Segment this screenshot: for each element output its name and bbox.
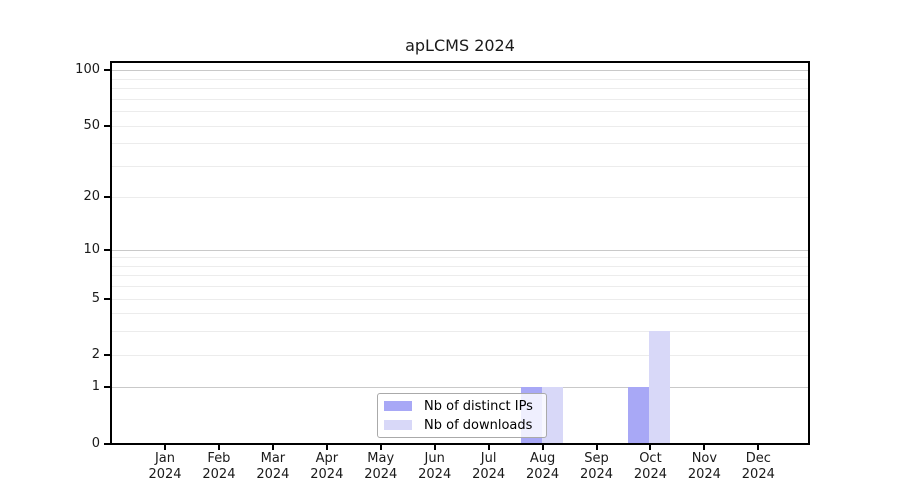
x-axis-tick [595,444,598,450]
x-axis-tick [703,444,706,450]
y-tick-label: 50 [83,117,100,133]
grid-line-minor [110,197,810,199]
legend-swatch-downloads [384,420,412,430]
grid-line-major [110,387,810,389]
y-axis-tick [104,297,110,300]
x-tick-label-jul: Jul 2024 [472,450,506,482]
x-tick-label-jun: Jun 2024 [418,450,452,482]
grid-line-minor [110,354,810,356]
grid-line-minor [110,88,810,90]
y-tick-label: 2 [91,346,100,362]
grid-line-minor [110,125,810,127]
y-tick-label: 0 [91,435,100,451]
legend-label-downloads: Nb of downloads [424,417,533,433]
x-axis-tick [757,444,760,450]
y-axis-tick [104,353,110,356]
x-tick-label-mar: Mar 2024 [256,450,290,482]
legend: Nb of distinct IPs Nb of downloads [377,393,547,438]
y-axis-tick [104,248,110,251]
x-tick-label-sep: Sep 2024 [579,450,614,482]
y-tick-label: 5 [91,290,100,306]
legend-row-downloads: Nb of downloads [384,417,540,433]
x-axis-tick [541,444,544,450]
grid-line-minor [110,298,810,300]
grid-line-minor [110,257,810,259]
y-axis-tick [104,386,110,389]
x-tick-label-jan: Jan 2024 [148,450,182,482]
x-tick-label-dec: Dec 2024 [741,450,775,482]
grid-line-minor [110,111,810,113]
x-tick-label-oct: Oct 2024 [633,450,667,482]
y-axis-tick [104,442,110,445]
x-axis-tick [487,444,490,450]
y-tick-label: 1 [91,379,100,395]
x-axis-tick [649,444,652,450]
y-tick-label: 100 [75,62,100,78]
grid-line-minor [110,143,810,145]
x-axis-tick [164,444,166,450]
grid-line-minor [110,78,810,80]
grid-line-minor [110,98,810,100]
x-axis-tick [325,444,328,450]
x-tick-label-nov: Nov 2024 [687,450,721,482]
y-axis-tick [104,124,110,127]
legend-row-distinct-ips: Nb of distinct IPs [384,398,540,414]
grid-line-major [110,70,810,72]
grid-line-minor [110,275,810,277]
legend-label-distinct-ips: Nb of distinct IPs [424,398,533,414]
y-tick-label: 10 [83,241,100,257]
x-tick-label-aug: Aug 2024 [526,450,560,482]
bar-distinct-ips [628,387,650,444]
grid-line-major [110,249,810,251]
x-tick-label-may: May 2024 [364,450,398,482]
grid-line-minor [110,265,810,267]
y-tick-label: 20 [83,189,100,205]
grid-line-minor [110,286,810,288]
legend-swatch-distinct-ips [384,401,412,411]
chart-title: apLCMS 2024 [405,36,515,55]
grid-line-minor [110,165,810,167]
x-tick-label-apr: Apr 2024 [310,450,344,482]
grid-line-minor [110,313,810,315]
y-axis-tick [104,196,110,199]
grid-line-minor [110,331,810,333]
bar-downloads [649,331,671,444]
x-axis-tick [433,444,436,450]
x-axis-tick [217,444,220,450]
x-axis-tick [379,444,382,450]
x-axis-tick [271,444,274,450]
y-axis-tick [104,69,110,72]
x-tick-label-feb: Feb 2024 [202,450,236,482]
